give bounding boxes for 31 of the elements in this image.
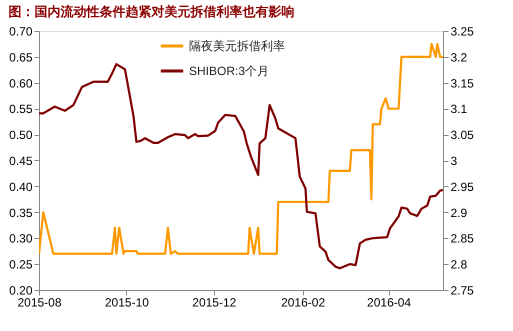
y-tick-label: 0.30: [9, 232, 33, 246]
y-tick-label: 0.25: [9, 258, 33, 272]
y2-tick-label: 3.15: [450, 76, 474, 90]
x-tick-label: 2015-08: [17, 296, 62, 310]
y-tick-label: 0.60: [9, 76, 33, 90]
y2-tick-label: 2.8: [450, 258, 468, 272]
y2-tick-label: 3: [450, 154, 458, 168]
y-tick-label: 0.70: [9, 24, 33, 38]
x-tick-label: 2015-12: [192, 296, 237, 310]
x-tick-label: 2015-10: [104, 296, 150, 310]
y2-tick-label: 3.1: [450, 102, 468, 116]
x-tick-label: 2016-04: [367, 296, 412, 310]
y-tick-label: 0.35: [9, 206, 33, 220]
x-tick-label: 2016-02: [281, 296, 326, 310]
legend-label: SHIBOR:3个月: [189, 64, 270, 78]
y2-tick-label: 2.9: [450, 206, 468, 220]
legend-label: 隔夜美元拆借利率: [189, 39, 285, 53]
y2-tick-label: 2.85: [450, 232, 474, 246]
y2-tick-label: 3.2: [450, 50, 468, 64]
y2-tick-label: 3.05: [450, 128, 474, 142]
y2-tick-label: 2.75: [450, 284, 474, 298]
y-tick-label: 0.65: [9, 50, 33, 64]
y-tick-label: 0.45: [9, 154, 33, 168]
y2-tick-label: 2.95: [450, 180, 474, 194]
line-series: [39, 63, 443, 270]
y-tick-label: 0.55: [9, 102, 33, 116]
y-tick-label: 0.50: [9, 128, 33, 142]
y-tick-label: 0.40: [9, 180, 33, 194]
chart-title: 图：国内流动性条件趋紧对美元拆借利率也有影响: [8, 4, 295, 19]
y-tick-label: 0.20: [9, 284, 33, 298]
y2-tick-label: 3.25: [450, 24, 474, 38]
